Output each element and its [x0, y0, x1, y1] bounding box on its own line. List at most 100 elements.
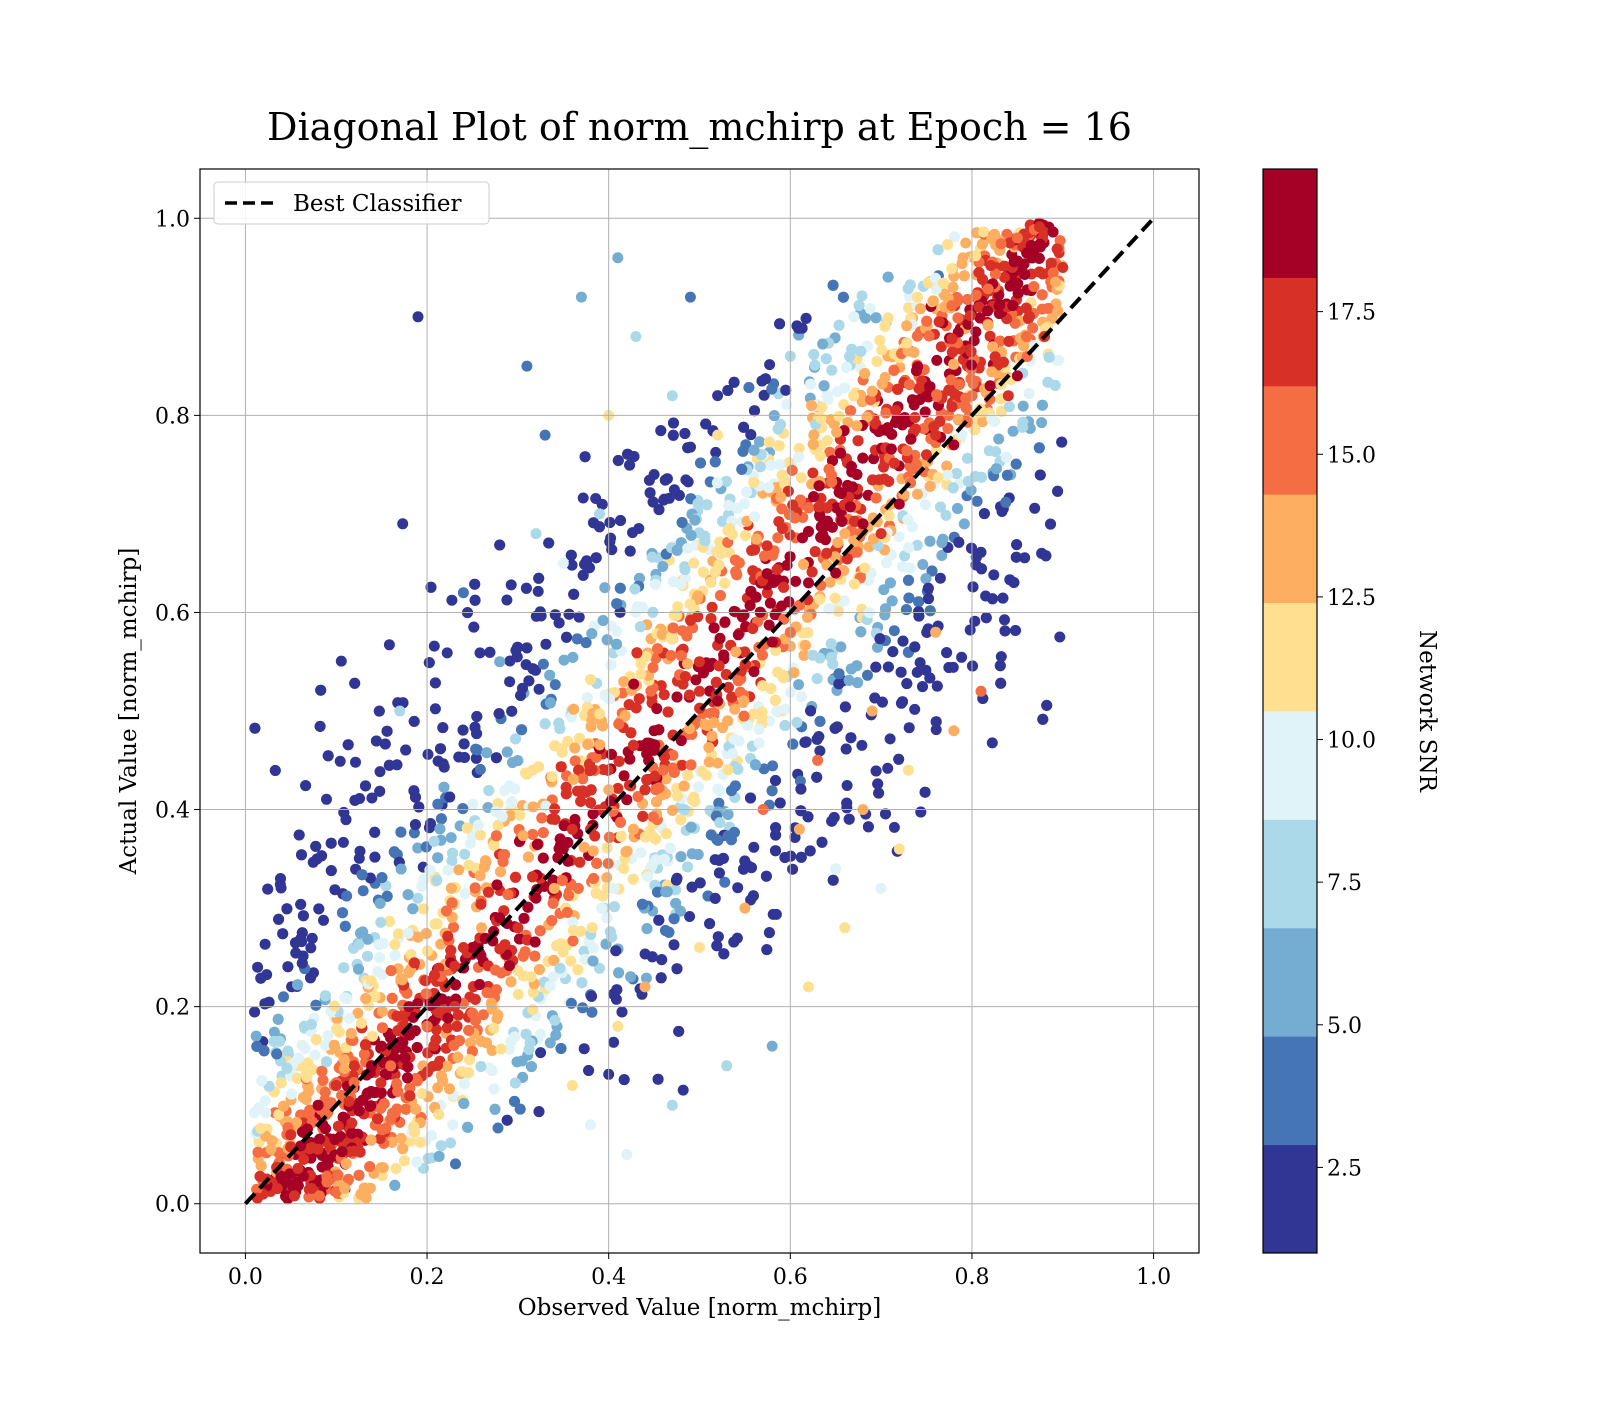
data-point: [1057, 262, 1068, 273]
scatter-point: [529, 951, 540, 962]
scatter-point: [576, 977, 587, 988]
scatter-point: [896, 667, 907, 678]
scatter-point: [628, 824, 639, 835]
scatter-point: [651, 703, 662, 714]
scatter-point: [909, 704, 920, 715]
scatter-point: [892, 384, 903, 395]
scatter-point: [444, 792, 455, 803]
scatter-point: [913, 606, 924, 617]
scatter-point: [404, 1090, 415, 1101]
scatter-point: [714, 868, 725, 879]
data-point: [839, 528, 850, 539]
scatter-point: [534, 964, 545, 975]
scatter-point: [462, 823, 473, 834]
scatter-point: [815, 716, 826, 727]
scatter-point: [578, 493, 589, 504]
data-point: [957, 252, 968, 263]
scatter-point: [654, 504, 665, 515]
scatter-point: [346, 1028, 357, 1039]
scatter-point: [848, 390, 859, 401]
scatter-point: [470, 994, 481, 1005]
data-point: [649, 725, 660, 736]
scatter-point: [470, 882, 481, 893]
scatter-point: [333, 1121, 344, 1132]
scatter-point: [349, 795, 360, 806]
scatter-point: [835, 448, 846, 459]
scatter-point: [628, 874, 639, 885]
scatter-point: [445, 1137, 456, 1148]
scatter-point: [506, 976, 517, 987]
scatter-point: [546, 771, 557, 782]
scatter-point: [851, 469, 862, 480]
scatter-point: [496, 1044, 507, 1055]
scatter-point: [687, 882, 698, 893]
scatter-point: [318, 915, 329, 926]
scatter-point: [903, 542, 914, 553]
scatter-point: [871, 766, 882, 777]
scatter-point: [538, 853, 549, 864]
scatter-point: [434, 1151, 445, 1162]
scatter-point: [947, 282, 958, 293]
scatter-point: [815, 532, 826, 543]
scatter-point: [412, 1042, 423, 1053]
scatter-point: [409, 957, 420, 968]
scatter-point: [787, 739, 798, 750]
scatter-point: [736, 464, 747, 475]
scatter-point: [882, 763, 893, 774]
scatter-point: [631, 647, 642, 658]
scatter-point: [556, 761, 567, 772]
scatter-point: [597, 720, 608, 731]
scatter-point: [761, 871, 772, 882]
scatter-point: [276, 883, 287, 894]
scatter-point: [293, 1053, 304, 1064]
data-point: [821, 548, 832, 559]
scatter-point: [814, 745, 825, 756]
scatter-point: [604, 517, 615, 528]
scatter-point: [566, 550, 577, 561]
scatter-point: [249, 723, 260, 734]
scatter-point: [667, 805, 678, 816]
scatter-point: [702, 720, 713, 731]
data-point: [612, 252, 623, 263]
scatter-point: [256, 1075, 267, 1086]
scatter-point: [734, 557, 745, 568]
scatter-point: [519, 913, 530, 924]
scatter-point: [925, 605, 936, 616]
scatter-point: [714, 817, 725, 828]
scatter-point: [273, 914, 284, 925]
scatter-point: [431, 875, 442, 886]
scatter-point: [579, 559, 590, 570]
scatter-point: [269, 1036, 280, 1047]
scatter-point: [787, 500, 798, 511]
scatter-point: [554, 723, 565, 734]
scatter-point: [946, 401, 957, 412]
scatter-point: [523, 852, 534, 863]
scatter-point: [565, 956, 576, 967]
scatter-point: [407, 903, 418, 914]
scatter-point: [642, 923, 653, 934]
scatter-point: [588, 956, 599, 967]
scatter-point: [298, 910, 309, 921]
scatter-point: [762, 568, 773, 579]
data-point: [912, 292, 923, 303]
scatter-point: [417, 1088, 428, 1099]
scatter-point: [490, 1104, 501, 1115]
scatter-point: [924, 330, 935, 341]
scatter-point: [1053, 355, 1064, 366]
scatter-point: [482, 987, 493, 998]
scatter-point: [710, 893, 721, 904]
scatter-point: [884, 510, 895, 521]
scatter-point: [310, 1000, 321, 1011]
data-point: [739, 903, 750, 914]
scatter-point: [297, 1040, 308, 1051]
scatter-point: [301, 1072, 312, 1083]
scatter-point: [318, 1075, 329, 1086]
scatter-point: [901, 445, 912, 456]
scatter-point: [463, 1067, 474, 1078]
scatter-point: [536, 813, 547, 824]
scatter-point: [415, 1137, 426, 1148]
scatter-point: [904, 722, 915, 733]
scatter-point: [684, 911, 695, 922]
scatter-point: [306, 1183, 317, 1194]
scatter-point: [855, 346, 866, 357]
